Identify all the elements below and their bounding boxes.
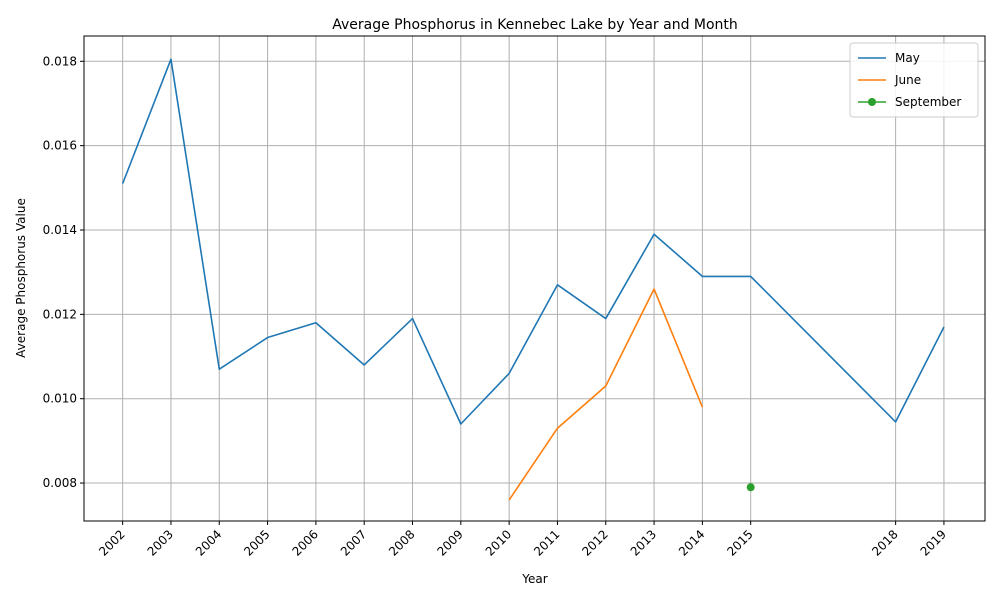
data-point-may	[702, 276, 704, 278]
x-tick-label: 2011	[531, 527, 562, 558]
data-point-may	[267, 337, 269, 339]
y-tick-label: 0.008	[43, 476, 77, 490]
x-tick-label: 2015	[724, 527, 755, 558]
x-tick-label: 2005	[241, 527, 272, 558]
x-tick-label: 2012	[579, 527, 610, 558]
data-point-may	[315, 322, 317, 324]
y-tick-label: 0.010	[43, 392, 77, 406]
data-point-may	[218, 368, 220, 370]
x-tick-label: 2008	[386, 527, 417, 558]
legend-label-may: May	[895, 51, 920, 65]
data-point-may	[170, 58, 172, 60]
x-tick-label: 2014	[676, 527, 707, 558]
data-point-june	[653, 288, 655, 290]
data-point-june	[605, 385, 607, 387]
x-tick-layer: 2002 2003 2004 2005 2006 2007 2008 2009 2010 2011…	[96, 521, 949, 559]
data-point-june	[702, 406, 704, 408]
grid-layer	[84, 36, 985, 521]
legend-marker-september	[868, 98, 876, 106]
series-line-june	[508, 288, 704, 501]
data-point-september	[746, 483, 755, 492]
y-tick-label: 0.016	[43, 139, 77, 153]
data-point-may	[412, 318, 414, 320]
x-tick-label: 2007	[338, 527, 369, 558]
series-layer	[121, 58, 945, 501]
data-point-june	[557, 427, 559, 429]
data-point-may	[895, 421, 897, 423]
x-tick-label: 2006	[290, 527, 321, 558]
x-tick-label: 2003	[145, 527, 176, 558]
data-point-may	[460, 423, 462, 425]
data-point-may	[943, 326, 945, 328]
y-tick-label: 0.012	[43, 307, 77, 321]
legend-label-september: September	[895, 95, 961, 109]
data-point-may	[750, 276, 752, 278]
y-tick-layer: 0.008 0.010 0.012 0.014 0.016 0.018	[43, 54, 84, 490]
legend-box	[849, 42, 979, 118]
chart-title: Average Phosphorus in Kennebec Lake by Y…	[332, 17, 738, 33]
x-tick-label: 2010	[483, 527, 514, 558]
x-axis-label: Year	[521, 572, 547, 586]
legend-label-june: June	[894, 73, 921, 87]
series-june	[508, 288, 704, 501]
data-point-may	[557, 284, 559, 286]
data-point-may	[508, 373, 510, 375]
data-point-may	[605, 318, 607, 320]
x-tick-label: 2018	[869, 527, 900, 558]
data-point-may	[122, 183, 124, 185]
x-tick-label: 2002	[96, 527, 127, 558]
series-september	[746, 483, 755, 492]
series-may	[121, 58, 945, 425]
x-tick-label: 2013	[628, 527, 659, 558]
y-axis-label: Average Phosphorus Value	[14, 198, 28, 358]
y-tick-label: 0.018	[43, 54, 77, 68]
series-line-may	[121, 58, 945, 425]
x-tick-label: 2019	[918, 527, 949, 558]
plot-frame	[83, 35, 986, 522]
data-point-may	[363, 364, 365, 366]
legend: May June September	[849, 42, 979, 118]
data-point-may	[653, 233, 655, 235]
y-tick-label: 0.014	[43, 223, 77, 237]
x-tick-label: 2004	[193, 527, 224, 558]
data-point-june	[508, 499, 510, 501]
x-tick-label: 2009	[434, 527, 465, 558]
